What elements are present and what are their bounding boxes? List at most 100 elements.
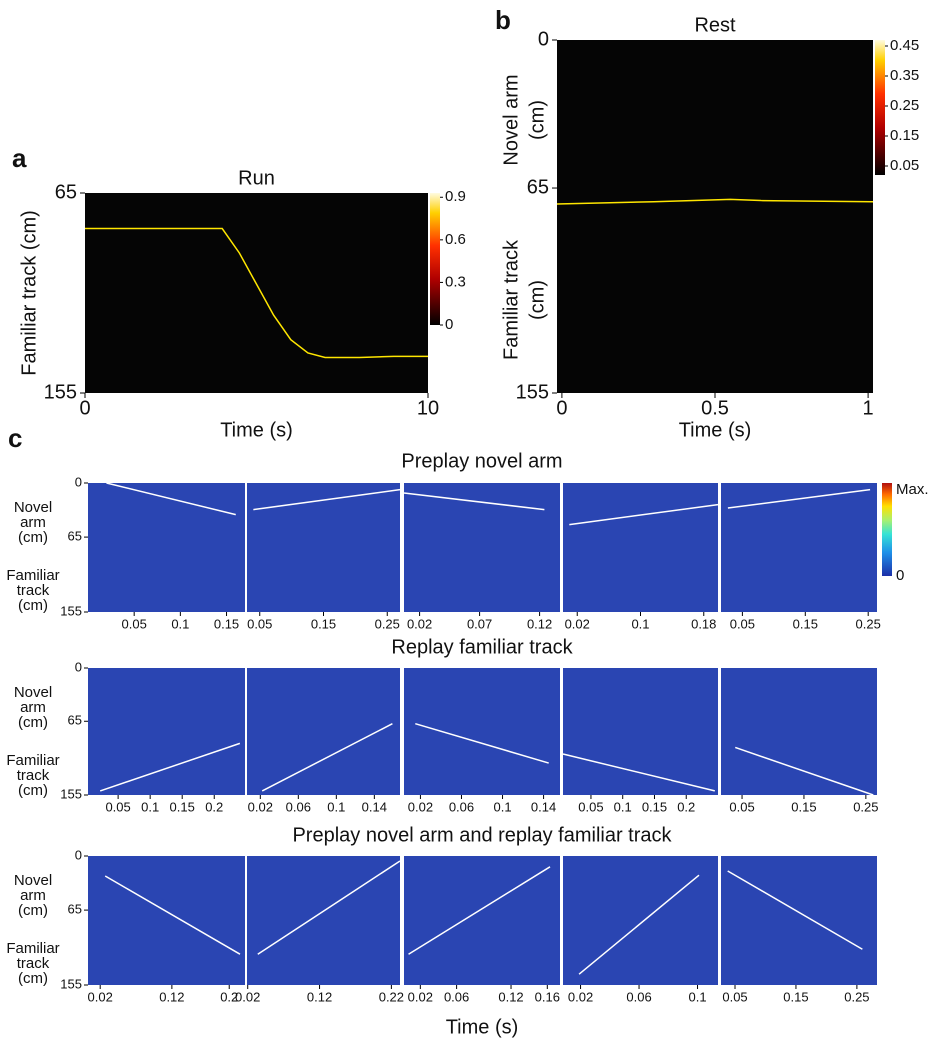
panel-label: a xyxy=(12,143,27,173)
x-tick-label: 0.14 xyxy=(531,799,556,814)
x-tick-label: 0.15 xyxy=(783,989,808,1004)
fit-line xyxy=(253,488,401,511)
y-axis-label: (cm) xyxy=(18,597,48,614)
y-axis-label: (cm) xyxy=(18,902,48,919)
y-tick-label: 155 xyxy=(516,381,549,403)
x-tick-label: 0.02 xyxy=(248,799,273,814)
y-axis-label: (cm) xyxy=(18,714,48,731)
x-tick-label: 0.2 xyxy=(205,799,223,814)
x-tick-label: 0.1 xyxy=(631,616,649,631)
heatmap xyxy=(404,483,560,612)
fit-line xyxy=(578,874,700,975)
y-axis-label: track xyxy=(17,955,50,972)
colorbar-label: 0.05 xyxy=(890,157,919,174)
y-tick-label: 0 xyxy=(75,474,82,489)
y-axis-label: Novel xyxy=(14,684,52,701)
y-axis-label: (cm) xyxy=(526,100,548,140)
x-tick-label: 0.05 xyxy=(578,799,603,814)
x-tick-label: 0.15 xyxy=(311,616,336,631)
x-tick-label: 0.06 xyxy=(444,989,469,1004)
x-tick-label: 0.07 xyxy=(467,616,492,631)
heatmap xyxy=(247,668,400,795)
y-axis-label: arm xyxy=(20,514,46,531)
x-tick-label: 0.1 xyxy=(171,616,189,631)
heatmap xyxy=(88,856,245,985)
heatmap xyxy=(88,483,245,612)
x-tick-label: 0.2 xyxy=(220,989,238,1004)
colorbar-label: 0.25 xyxy=(890,97,919,114)
x-tick-label: 0.25 xyxy=(375,616,400,631)
y-axis-label: Familiar track (cm) xyxy=(18,210,40,376)
fit-line xyxy=(727,488,871,509)
x-tick-label: 1 xyxy=(863,397,874,419)
x-tick-label: 0.12 xyxy=(498,989,523,1004)
y-tick-label: 65 xyxy=(55,181,77,203)
x-tick-label: 0.05 xyxy=(729,799,754,814)
fit-line xyxy=(257,860,401,955)
x-tick-label: 0.25 xyxy=(853,799,878,814)
heatmap xyxy=(721,483,877,612)
y-axis-label: Familiar xyxy=(6,940,59,957)
x-tick-label: 0.15 xyxy=(170,799,195,814)
fit-line xyxy=(403,492,545,511)
x-tick-label: 0.22 xyxy=(379,989,404,1004)
colorbar-label: Max. xyxy=(896,481,929,498)
y-tick-label: 65 xyxy=(68,713,82,728)
y-axis-label: track xyxy=(17,582,50,599)
x-tick-label: 0.02 xyxy=(408,989,433,1004)
heatmap xyxy=(88,668,245,795)
y-tick-label: 0 xyxy=(538,28,549,50)
fit-line xyxy=(99,742,241,792)
row-title: Replay familiar track xyxy=(391,636,573,658)
x-axis-label: Time (s) xyxy=(220,419,293,441)
heatmap xyxy=(721,668,877,795)
colorbar-label: 0.45 xyxy=(890,37,919,54)
x-tick-label: 0.05 xyxy=(730,616,755,631)
x-tick-label: 0.2 xyxy=(677,799,695,814)
panel-title: Run xyxy=(238,167,275,189)
colorbar xyxy=(875,40,885,175)
x-tick-label: 0.06 xyxy=(626,989,651,1004)
fit-line xyxy=(415,722,549,764)
x-tick-label: 0.14 xyxy=(362,799,387,814)
heatmap xyxy=(563,668,718,795)
x-axis-label: Time (s) xyxy=(446,1016,519,1038)
x-tick-label: 0.12 xyxy=(159,989,184,1004)
x-tick-label: 0.1 xyxy=(688,989,706,1004)
x-tick-label: 0.1 xyxy=(614,799,632,814)
colorbar-label: 0.6 xyxy=(445,231,466,248)
x-tick-label: 0.05 xyxy=(722,989,747,1004)
x-tick-label: 0.02 xyxy=(408,799,433,814)
fit-line xyxy=(562,753,716,792)
panel-title: Rest xyxy=(694,14,736,36)
x-tick-label: 0.15 xyxy=(791,799,816,814)
fit-line xyxy=(106,482,236,516)
x-tick-label: 0.15 xyxy=(642,799,667,814)
heatmap xyxy=(721,856,877,985)
y-axis-label: arm xyxy=(20,887,46,904)
x-tick-label: 0.16 xyxy=(535,989,560,1004)
fit-line xyxy=(104,875,241,955)
x-tick-label: 0.02 xyxy=(568,989,593,1004)
x-tick-label: 0.12 xyxy=(527,616,552,631)
heatmap xyxy=(563,856,718,985)
y-axis-label: Familiar track xyxy=(500,239,522,360)
y-axis-label: Novel xyxy=(14,499,52,516)
heatmap xyxy=(563,483,718,612)
x-tick-label: 0.1 xyxy=(493,799,511,814)
x-tick-label: 0.02 xyxy=(235,989,260,1004)
colorbar xyxy=(882,483,892,576)
fit-line xyxy=(569,503,719,526)
colorbar-label: 0 xyxy=(445,316,453,333)
x-tick-label: 0.02 xyxy=(565,616,590,631)
fit-line xyxy=(261,723,393,792)
colorbar-label: 0 xyxy=(896,567,904,584)
x-tick-label: 0.1 xyxy=(327,799,345,814)
y-tick-label: 0 xyxy=(75,847,82,862)
x-tick-label: 0.05 xyxy=(105,799,130,814)
y-tick-label: 65 xyxy=(68,529,82,544)
y-axis-label: Novel xyxy=(14,872,52,889)
x-tick-label: 0.05 xyxy=(122,616,147,631)
colorbar-label: 0.15 xyxy=(890,127,919,144)
colorbar-label: 0.35 xyxy=(890,67,919,84)
